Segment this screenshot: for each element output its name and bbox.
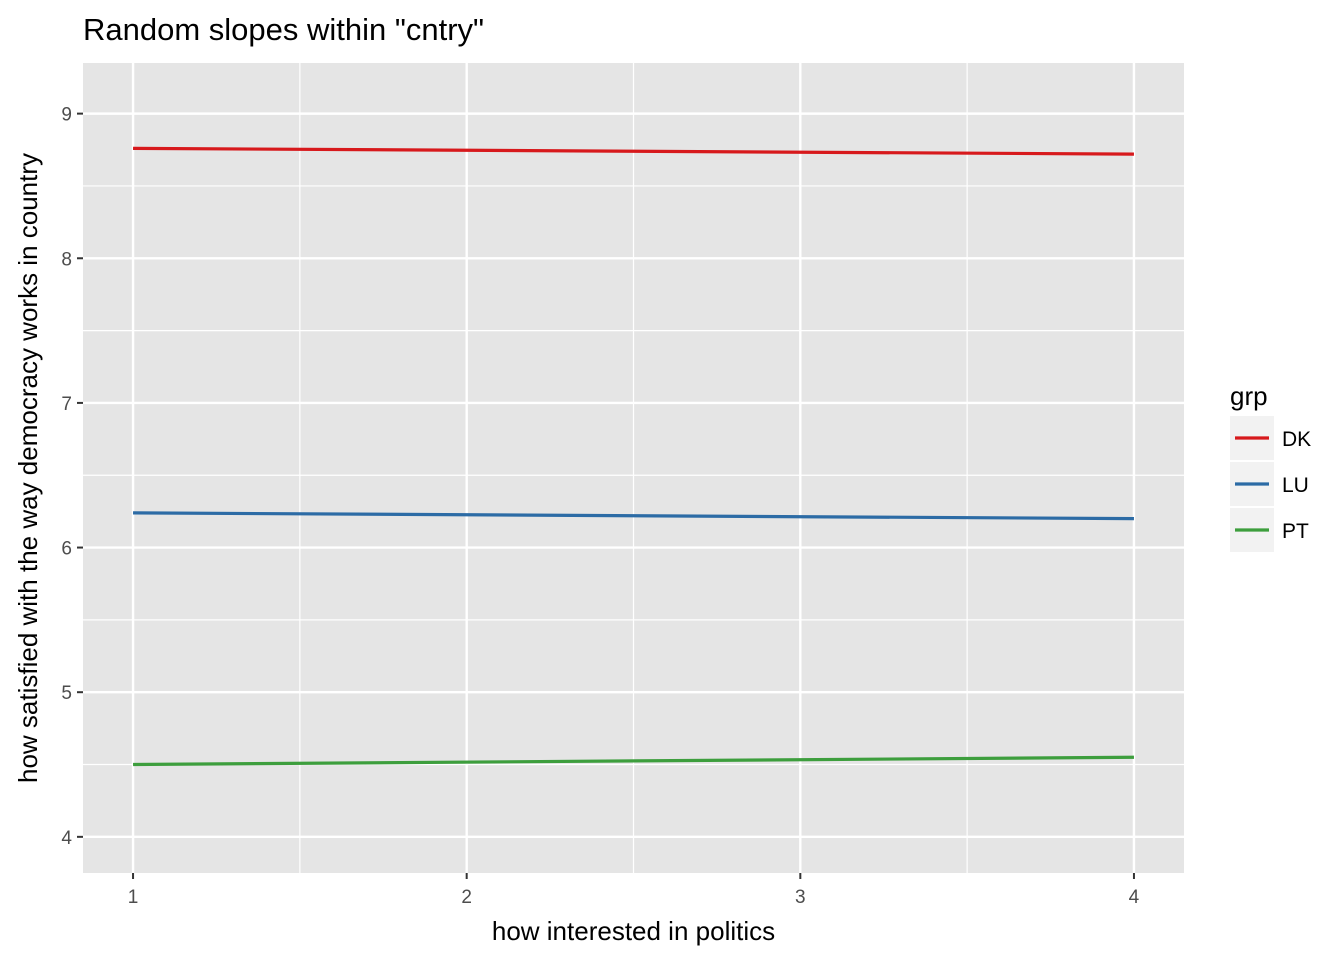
- chart-title: Random slopes within "cntry": [83, 12, 484, 47]
- legend: grp DK LU PT: [1230, 381, 1311, 552]
- y-tick-label: 6: [61, 539, 72, 560]
- x-tick-label: 1: [128, 887, 139, 908]
- grid-lines: [83, 63, 1184, 873]
- x-tick-label: 3: [795, 887, 806, 908]
- series-lines: [133, 146, 1134, 767]
- y-tick-label: 9: [61, 105, 72, 126]
- y-tick-label: 4: [61, 828, 72, 849]
- y-axis-title: how satisfied with the way democracy wor…: [13, 153, 43, 783]
- series-line-pt: [133, 755, 1134, 767]
- x-axis: 1 2 3 4: [128, 873, 1140, 908]
- y-tick-label: 7: [61, 394, 72, 415]
- series-line-lu: [133, 511, 1134, 521]
- series-line-dk: [133, 146, 1134, 156]
- legend-title: grp: [1230, 381, 1268, 411]
- x-tick-label: 2: [461, 887, 472, 908]
- x-axis-title: how interested in politics: [492, 916, 775, 946]
- y-axis: 4 5 6 7 8 9: [61, 105, 83, 849]
- x-tick-label: 4: [1129, 887, 1140, 908]
- legend-label-lu: LU: [1282, 474, 1309, 497]
- y-tick-label: 5: [61, 683, 72, 704]
- legend-label-dk: DK: [1282, 428, 1311, 451]
- legend-label-pt: PT: [1282, 520, 1309, 543]
- y-tick-label: 8: [61, 249, 72, 270]
